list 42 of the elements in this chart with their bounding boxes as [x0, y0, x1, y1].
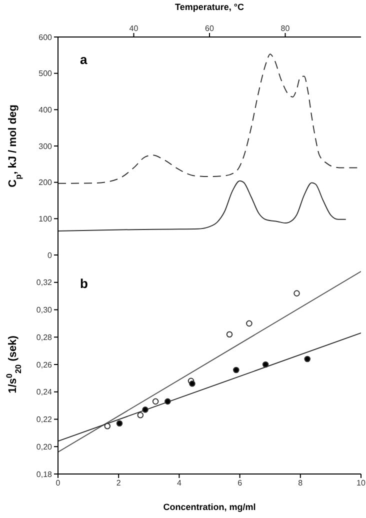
y-tick-label: 600	[38, 32, 53, 42]
y-tick-label: 100	[38, 214, 53, 224]
point	[152, 398, 159, 405]
point	[189, 380, 196, 387]
point	[233, 366, 240, 374]
annotation: b	[80, 276, 88, 291]
x-tick-label: 2	[116, 478, 122, 488]
x-tick-label: 0	[56, 478, 61, 488]
point	[304, 356, 311, 362]
y-tick-label: 500	[38, 69, 53, 78]
x-axis-title: Concentration, mg/ml	[163, 502, 256, 512]
x-tick-label: 8	[298, 478, 304, 488]
y-tick-label: 0,20	[36, 442, 53, 452]
y-tick-label: 400	[38, 106, 53, 115]
y-tick-label: 0	[48, 250, 53, 260]
point	[116, 420, 123, 426]
x-tick-label: 4	[176, 478, 182, 488]
x-tick-label: 80	[280, 24, 290, 33]
y-tick-label: 0,32	[36, 278, 53, 288]
point	[262, 361, 269, 368]
point	[142, 406, 148, 413]
x-tick-label: 40	[129, 24, 139, 33]
point	[226, 331, 233, 338]
point	[164, 398, 171, 405]
x-axis-title: Temperature, °C	[175, 2, 244, 12]
x-tick-label: 6	[238, 478, 243, 488]
y-tick-label: 0,26	[36, 360, 53, 370]
y-tick-label: 0,18	[36, 470, 53, 479]
x-tick-label: 60	[205, 24, 214, 33]
point	[137, 412, 144, 418]
annotation: a	[80, 52, 88, 67]
y-tick-label: 0,28	[36, 332, 53, 342]
x-tick-label: 10	[356, 478, 366, 488]
line-series	[58, 180, 346, 232]
point	[104, 422, 111, 430]
y-tick-label: 300	[38, 142, 53, 151]
point	[246, 320, 252, 327]
y-tick-label: 0,22	[36, 415, 53, 424]
y-tick-label: 0,30	[36, 306, 53, 315]
y-tick-label: 200	[38, 178, 53, 188]
y-tick-label: 0,24	[36, 388, 53, 397]
point	[294, 290, 300, 296]
